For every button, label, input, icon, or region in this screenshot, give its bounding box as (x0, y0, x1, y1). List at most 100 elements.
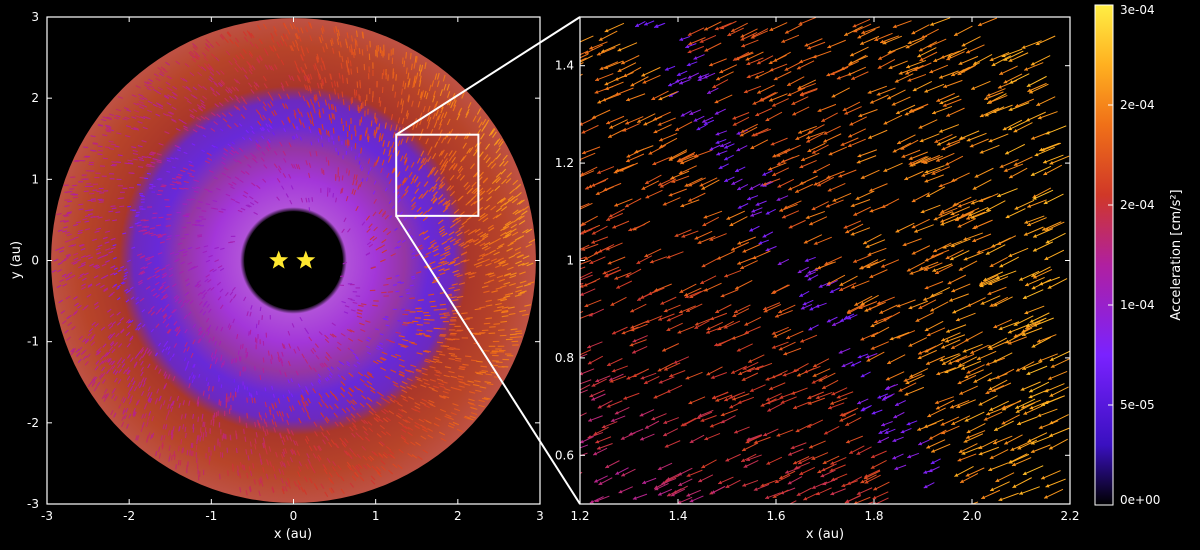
vector-arrow (188, 164, 194, 167)
vector-arrow (282, 448, 286, 455)
vector-arrow (371, 465, 377, 471)
vector-arrow (403, 153, 408, 160)
vector-arrow (443, 152, 448, 159)
vector-arrowhead (611, 330, 616, 335)
vector-arrow (84, 339, 90, 344)
vector-arrow (361, 49, 364, 56)
vector-arrow (528, 239, 536, 244)
vector-arrow (947, 47, 967, 58)
vector-arrow (159, 284, 165, 289)
vector-arrow (111, 388, 116, 394)
vector-arrow (231, 286, 236, 292)
vector-arrow (260, 476, 263, 482)
vector-arrow (434, 73, 438, 81)
vector-arrowhead (724, 156, 729, 161)
vector-arrow (196, 116, 202, 121)
vector-arrow (162, 112, 169, 117)
vector-arrow (203, 56, 209, 61)
vector-arrow (135, 301, 139, 305)
vector-arrow (515, 330, 522, 333)
vector-arrow (502, 154, 508, 161)
vector-arrow (399, 211, 404, 215)
vector-arrow (255, 82, 260, 88)
vector-arrow (264, 430, 267, 437)
vector-arrow (305, 389, 309, 396)
vector-arrow (411, 342, 418, 345)
vector-arrowhead (947, 54, 952, 58)
vector-arrowhead (907, 454, 912, 459)
vector-arrow (508, 254, 516, 259)
vector-arrow (382, 227, 388, 233)
vector-arrow (392, 131, 396, 138)
vector-arrowhead (828, 405, 833, 410)
vector-arrow (443, 158, 448, 164)
vector-arrow (205, 317, 210, 323)
vector-arrow (489, 274, 496, 278)
vector-arrow (390, 354, 398, 359)
vector-arrow (455, 388, 462, 391)
vector-arrow (141, 377, 145, 383)
vector-arrowhead (674, 233, 679, 237)
vector-arrowhead (1030, 449, 1035, 454)
vector-arrowhead (749, 388, 754, 392)
vector-arrow (402, 80, 405, 87)
vector-arrowhead (689, 294, 694, 298)
vector-arrow (580, 412, 587, 417)
vector-arrow (171, 106, 177, 110)
vector-arrowhead (729, 404, 734, 409)
vector-arrow (439, 395, 446, 400)
vector-arrow (265, 448, 268, 455)
vector-arrow (307, 74, 311, 80)
vector-arrow (220, 81, 225, 86)
vector-arrow (243, 296, 247, 302)
vector-arrow (416, 352, 423, 355)
vector-arrow (301, 353, 305, 359)
vector-arrow (527, 281, 535, 285)
vector-arrow (455, 238, 461, 243)
vector-arrowhead (866, 264, 871, 269)
vector-arrow (410, 161, 415, 168)
vector-arrow (431, 388, 438, 392)
vector-arrow (395, 124, 398, 131)
vector-arrow (221, 362, 224, 368)
vector-arrow (97, 350, 102, 356)
vector-arrowhead (746, 74, 751, 79)
vector-arrow (329, 390, 335, 396)
vector-arrow (109, 313, 115, 318)
vector-arrow (412, 81, 415, 89)
vector-arrow (267, 103, 272, 109)
vector-arrow (382, 148, 386, 155)
vector-arrow (269, 461, 273, 467)
vector-arrowhead (749, 186, 754, 190)
vector-arrow (483, 397, 491, 400)
vector-arrow (348, 337, 354, 342)
vector-arrow (362, 426, 368, 431)
vector-arrow (64, 214, 70, 218)
vector-arrow (307, 414, 311, 420)
vector-arrow (103, 388, 108, 394)
vector-arrow (446, 118, 451, 126)
x-tick-label: 2 (454, 509, 462, 523)
vector-arrow (408, 171, 413, 178)
vector-arrow (183, 151, 188, 155)
vector-arrow (97, 216, 103, 219)
vector-arrow (148, 78, 154, 83)
vector-arrowhead (893, 414, 898, 419)
vector-arrow (440, 197, 446, 203)
vector-arrow (1007, 324, 1029, 334)
vector-arrowhead (752, 101, 757, 105)
vector-arrowhead (926, 332, 931, 337)
vector-arrow (126, 109, 132, 112)
vector-arrowhead (926, 445, 931, 449)
vector-arrow (137, 221, 142, 224)
vector-arrow (170, 157, 175, 160)
vector-arrowhead (684, 294, 689, 299)
vector-arrow (86, 353, 91, 359)
vector-arrow (282, 173, 287, 178)
vector-arrow (522, 228, 529, 234)
vector-arrow (317, 74, 321, 80)
binary-stars (269, 250, 316, 269)
vector-arrow (455, 229, 461, 234)
vector-arrow (137, 145, 143, 148)
vector-arrow (505, 178, 512, 184)
